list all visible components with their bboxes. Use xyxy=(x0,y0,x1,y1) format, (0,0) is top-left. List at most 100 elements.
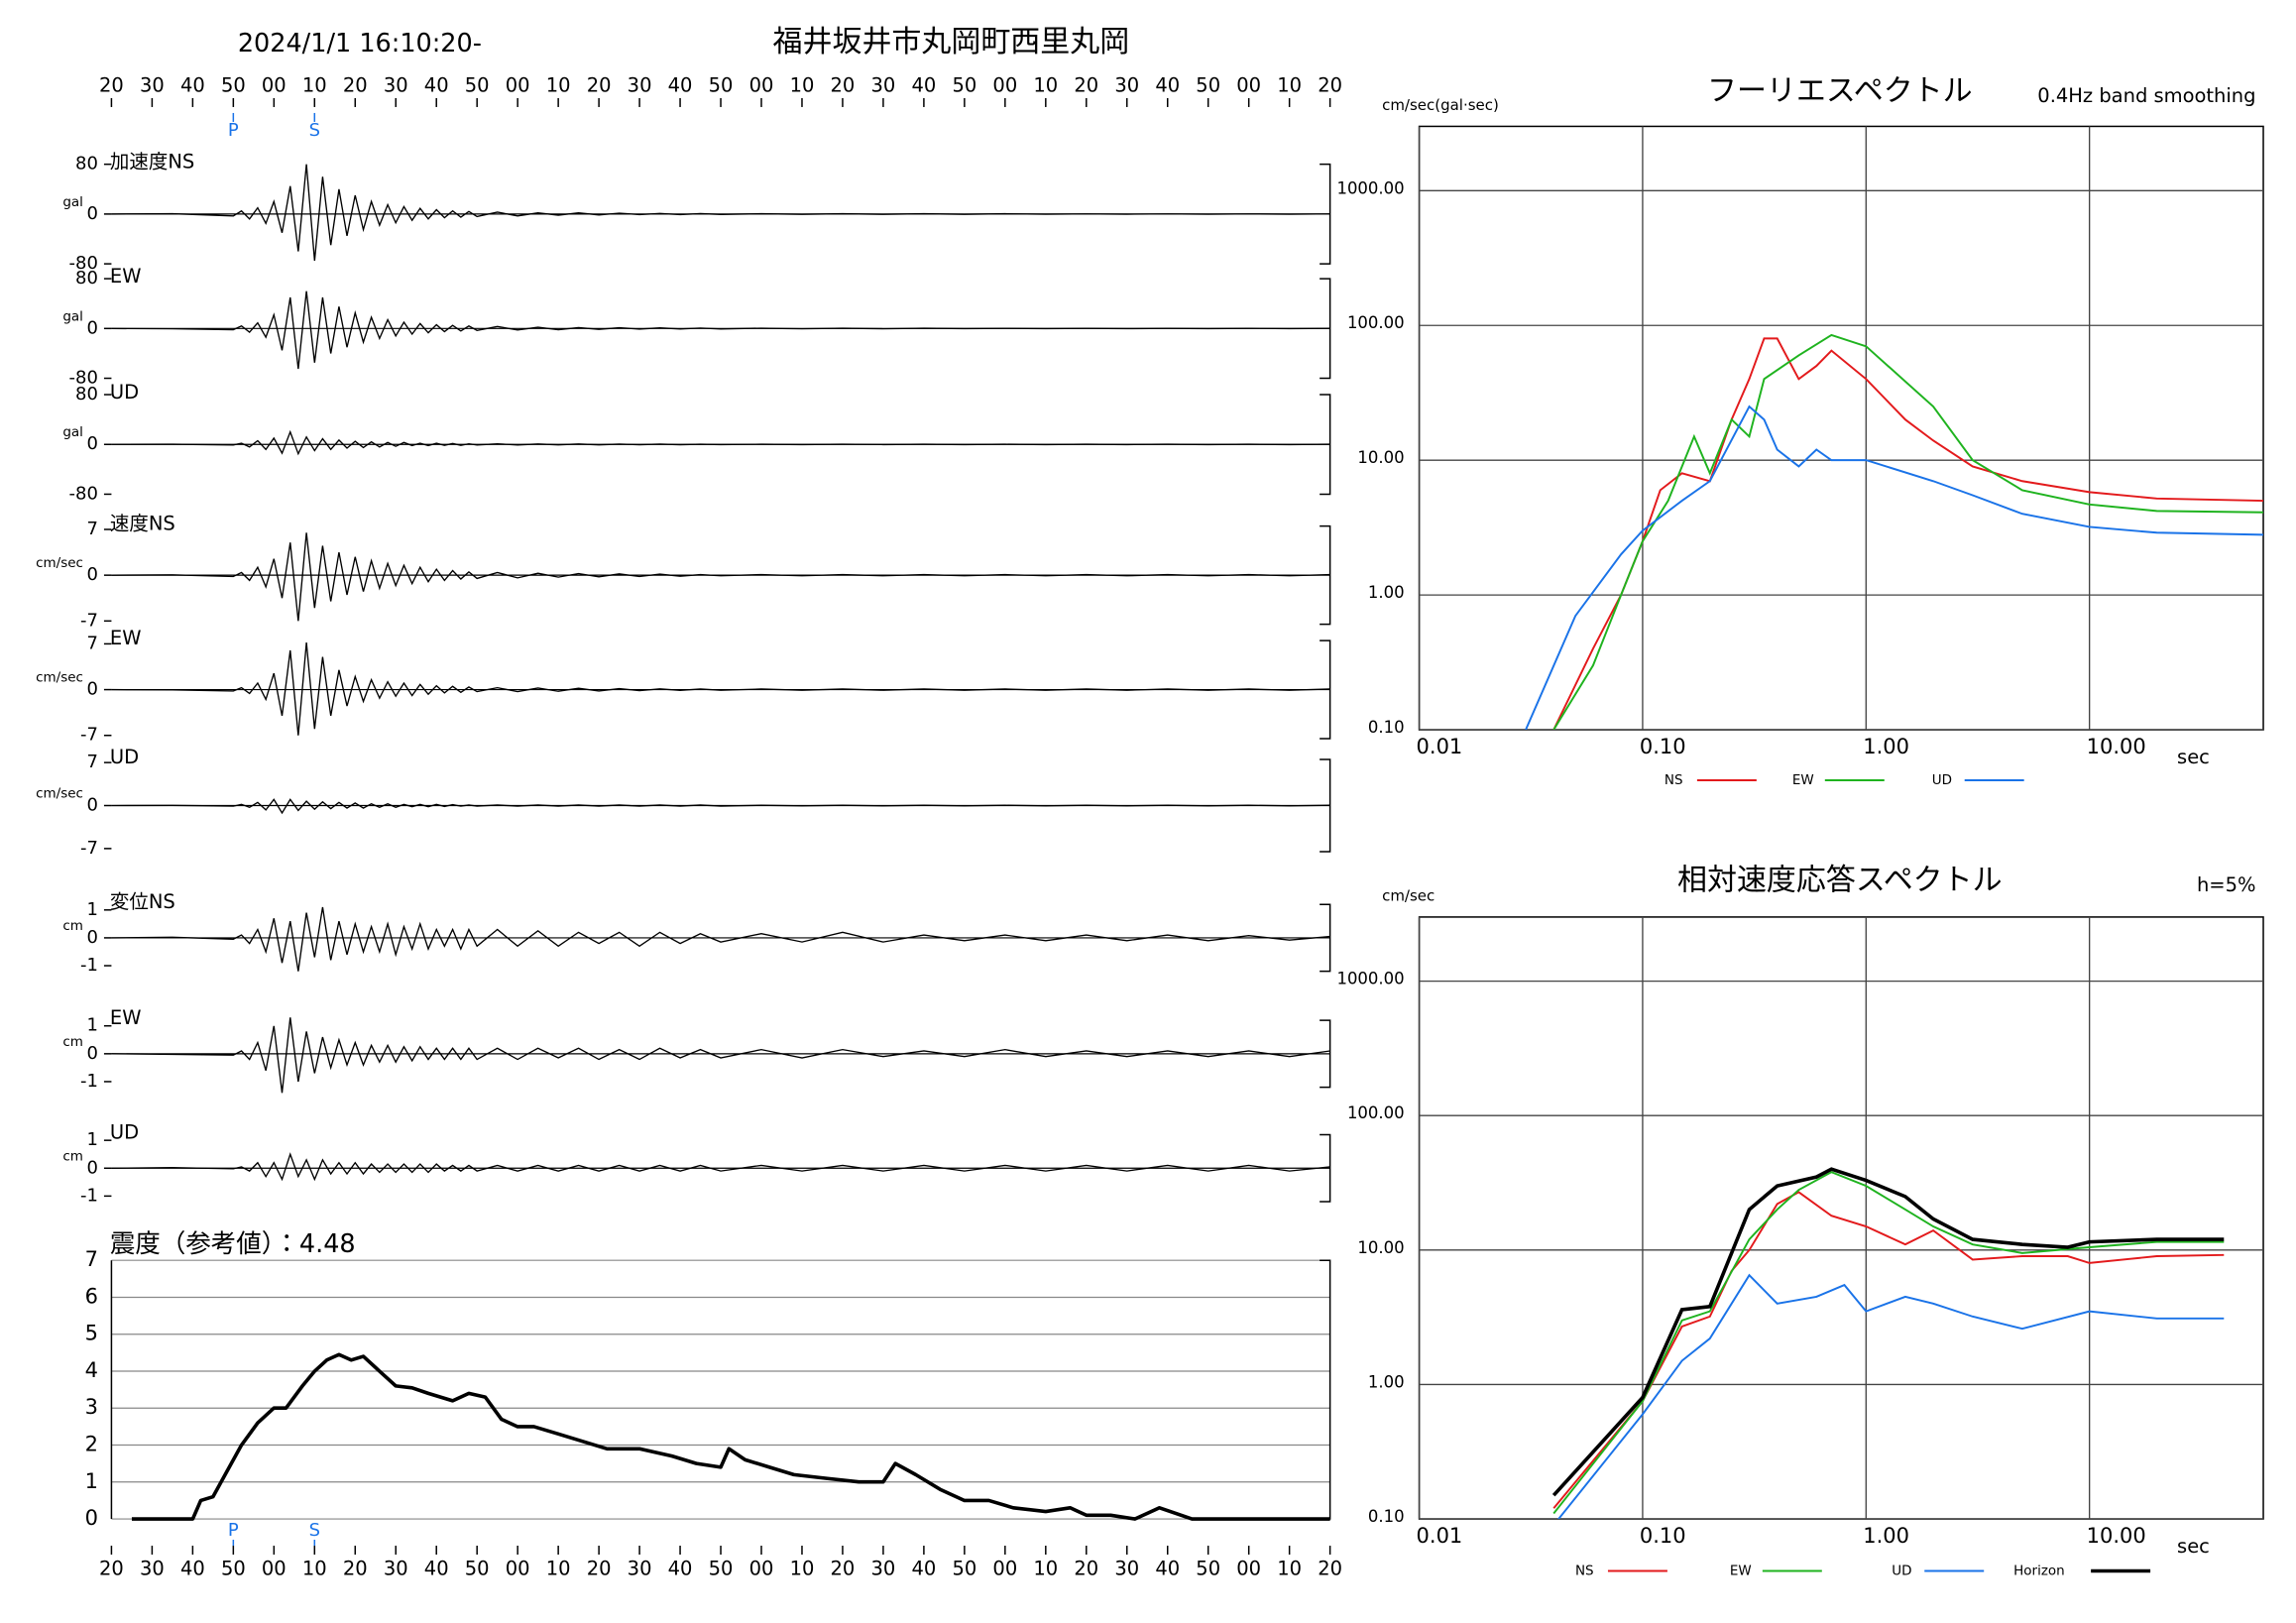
x-tick-label: 10 xyxy=(546,1558,571,1580)
x-tick-label: 40 xyxy=(1155,73,1180,96)
panel-frame xyxy=(1320,903,1331,973)
chart-title: フーリエスペクトル xyxy=(1707,73,1973,108)
x-tick-label: 10 xyxy=(1277,1558,1302,1580)
y-tick-label: 1 xyxy=(86,899,97,920)
x-tick-label: 20 xyxy=(1074,73,1098,96)
x-tick-label: 30 xyxy=(1114,73,1139,96)
x-tick-label: 20 xyxy=(1318,73,1342,96)
chart-subtitle: 0.4Hz band smoothing xyxy=(2037,84,2255,107)
y-tick-label: 0 xyxy=(86,564,97,585)
x-tick-label: 50 xyxy=(709,73,734,96)
x-tick-label: 10 xyxy=(302,1558,327,1580)
spectrum-line xyxy=(1556,1273,2225,1520)
x-tick-label: 00 xyxy=(506,73,530,96)
x-tick-label: 40 xyxy=(912,1558,937,1580)
y-tick-label: 1 xyxy=(86,1129,97,1150)
x-tick-label: 1.00 xyxy=(1863,1524,1909,1548)
legend-label: UD xyxy=(1932,772,1952,788)
y-tick-label: 0 xyxy=(86,679,97,700)
legend-label: NS xyxy=(1575,1564,1594,1579)
x-tick-label: 40 xyxy=(912,73,937,96)
y-tick-label: 100.00 xyxy=(1347,1103,1405,1122)
x-tick-label: 10 xyxy=(1277,73,1302,96)
y-tick-label: 10.00 xyxy=(1357,1238,1404,1257)
y-tick-label: -1 xyxy=(80,955,98,976)
x-tick-label: 20 xyxy=(587,1558,612,1580)
waveform-trace xyxy=(111,906,1330,972)
panel-title: UD xyxy=(110,1121,139,1144)
y-tick-label: 2 xyxy=(85,1433,98,1456)
y-tick-label: 0 xyxy=(86,1157,97,1178)
y-tick-label: 80 xyxy=(75,154,98,174)
y-tick-label: -1 xyxy=(80,1185,98,1206)
y-tick-label: 0 xyxy=(86,927,97,948)
x-tick-label: 30 xyxy=(140,1558,165,1580)
y-tick-label: 7 xyxy=(86,519,97,539)
waveform-trace xyxy=(111,1152,1330,1182)
spectrum-line xyxy=(1552,333,2264,731)
x-tick-label: 00 xyxy=(1236,1558,1261,1580)
waveform-trace xyxy=(111,641,1330,736)
y-tick-label: 1.00 xyxy=(1368,583,1405,602)
y-tick-label: 7 xyxy=(85,1247,98,1271)
y-tick-label: 0 xyxy=(86,795,97,816)
y-tick-label: 3 xyxy=(85,1395,98,1419)
station-location: 福井坂井市丸岡町西里丸岡 xyxy=(773,25,1130,59)
x-tick-label: 50 xyxy=(221,73,246,96)
x-tick-label: 00 xyxy=(1236,73,1261,96)
chart-title: 相対速度応答スペクトル xyxy=(1677,863,2003,897)
y-axis-label: cm/sec xyxy=(1382,886,1435,904)
spectrum-line xyxy=(1552,1171,2225,1515)
y-tick-label: 4 xyxy=(85,1358,98,1382)
panel-frame xyxy=(1320,1259,1331,1520)
panel-title: EW xyxy=(110,627,142,649)
panel-title: 速度NS xyxy=(110,513,175,535)
x-tick-label: 20 xyxy=(831,73,856,96)
x-tick-label: 00 xyxy=(992,1558,1017,1580)
y-tick-label: -80 xyxy=(69,253,98,274)
x-tick-label: 40 xyxy=(424,1558,449,1580)
intensity-line xyxy=(131,1352,1330,1521)
x-tick-label: 20 xyxy=(343,73,368,96)
x-tick-label: 00 xyxy=(749,73,774,96)
x-tick-label: 10 xyxy=(546,73,571,96)
x-tick-label: 00 xyxy=(262,1558,287,1580)
x-tick-label: 00 xyxy=(992,73,1017,96)
x-tick-label: 40 xyxy=(180,1558,205,1580)
x-tick-label: 30 xyxy=(384,73,408,96)
x-tick-label: 30 xyxy=(140,73,165,96)
waveform-trace xyxy=(111,532,1330,622)
x-tick-label: 00 xyxy=(749,1558,774,1580)
waveform-trace xyxy=(111,164,1330,262)
y-tick-label: 100.00 xyxy=(1347,313,1405,332)
x-tick-label: 30 xyxy=(384,1558,408,1580)
x-tick-label: 50 xyxy=(221,1558,246,1580)
y-tick-label: -7 xyxy=(80,725,98,746)
x-tick-label: 40 xyxy=(424,73,449,96)
x-tick-label: 0.10 xyxy=(1640,1524,1686,1548)
phase-marker-label: P xyxy=(228,120,239,141)
phase-marker-label: P xyxy=(228,1520,239,1541)
x-tick-label: 50 xyxy=(465,1558,490,1580)
x-tick-label: 40 xyxy=(180,73,205,96)
y-tick-label: 0.10 xyxy=(1368,1507,1405,1526)
x-tick-label: 50 xyxy=(1196,1558,1220,1580)
x-tick-label: 50 xyxy=(709,1558,734,1580)
y-tick-label: -80 xyxy=(69,368,98,389)
x-tick-label: 40 xyxy=(1155,1558,1180,1580)
x-tick-label: 10 xyxy=(302,73,327,96)
y-tick-label: 0.10 xyxy=(1368,718,1405,737)
x-tick-label: 20 xyxy=(1318,1558,1342,1580)
spectrum-line xyxy=(1552,1191,2225,1509)
y-tick-label: 0 xyxy=(85,1506,98,1530)
waveform-trace xyxy=(111,798,1330,815)
y-tick-label: 7 xyxy=(86,633,97,653)
x-tick-label: 40 xyxy=(668,1558,693,1580)
spectrum-line xyxy=(1551,1167,2225,1497)
waveform-trace xyxy=(111,429,1330,456)
legend-label: UD xyxy=(1892,1564,1911,1579)
unit-label: gal xyxy=(62,308,83,324)
y-tick-label: 0 xyxy=(86,203,97,224)
